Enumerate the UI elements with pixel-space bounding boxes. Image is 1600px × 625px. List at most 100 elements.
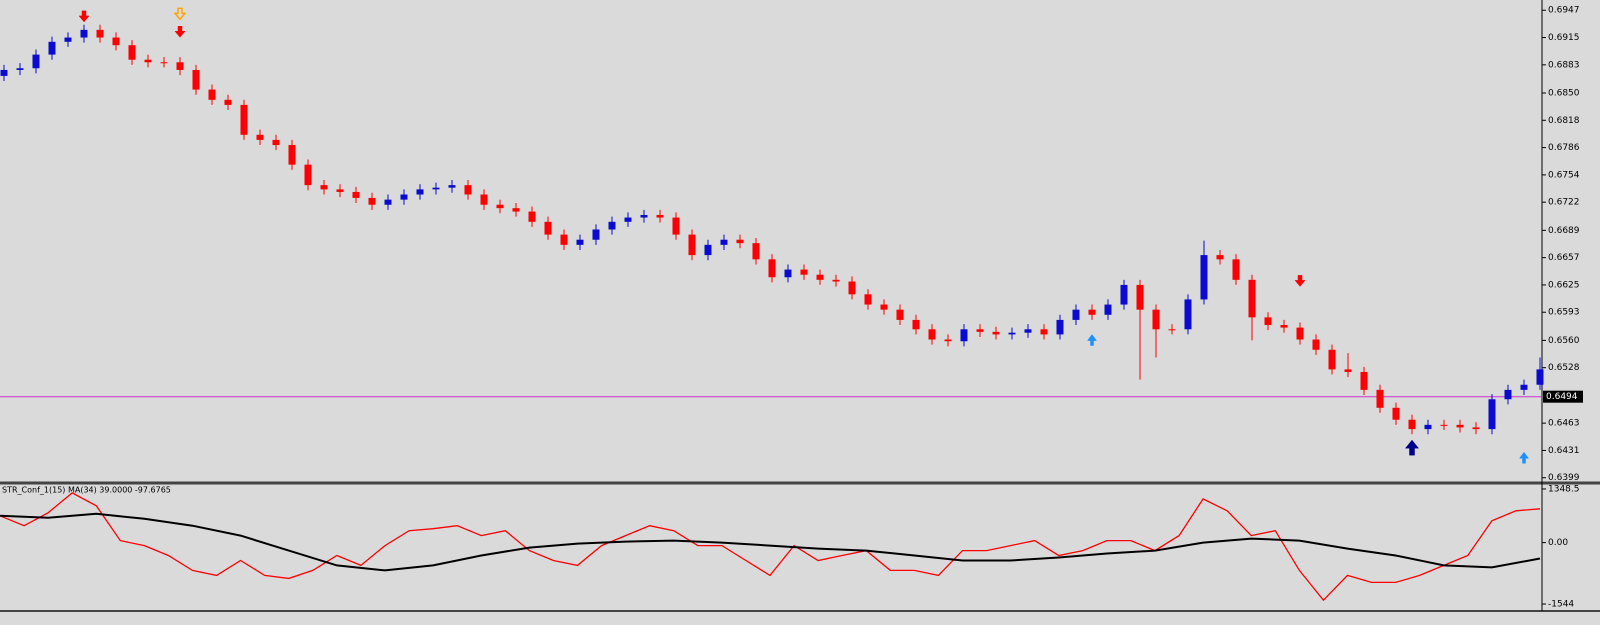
candle-body bbox=[160, 62, 168, 64]
candle-body bbox=[400, 194, 408, 200]
candle-body bbox=[1488, 399, 1496, 430]
candle-body bbox=[576, 239, 584, 245]
candle-body bbox=[896, 309, 904, 320]
candle-body bbox=[1216, 255, 1224, 260]
candle-body bbox=[688, 234, 696, 256]
candle-body bbox=[240, 104, 248, 135]
candle-body bbox=[720, 239, 728, 245]
y-tick-label: 0.00 bbox=[1548, 538, 1568, 548]
indicator-line bbox=[0, 492, 1541, 602]
candle-body bbox=[1088, 309, 1096, 315]
candle-body bbox=[128, 45, 136, 60]
candle-body bbox=[608, 221, 616, 230]
candle-body bbox=[384, 199, 392, 205]
candle-body bbox=[1440, 424, 1448, 426]
y-tick-label: 0.6657 bbox=[1548, 253, 1580, 263]
candle-body bbox=[1184, 299, 1192, 330]
candle-body bbox=[848, 281, 856, 295]
candle-body bbox=[1024, 329, 1032, 333]
candle-body bbox=[672, 217, 680, 235]
candle-body bbox=[768, 259, 776, 278]
candle-body bbox=[736, 239, 744, 244]
candle-body bbox=[816, 274, 824, 280]
candle-body bbox=[1392, 407, 1400, 420]
y-tick-label: 0.6786 bbox=[1548, 143, 1580, 153]
y-tick-label: 0.6883 bbox=[1548, 60, 1580, 70]
candle-body bbox=[80, 29, 88, 38]
candle-body bbox=[928, 329, 936, 340]
candle-body bbox=[480, 194, 488, 205]
candle-body bbox=[0, 69, 8, 76]
candle-body bbox=[144, 59, 152, 63]
candle-body bbox=[1520, 384, 1528, 390]
candle-body bbox=[960, 329, 968, 342]
candle-body bbox=[1312, 339, 1320, 350]
candle-body bbox=[224, 99, 232, 105]
candle-body bbox=[880, 304, 888, 310]
y-tick-label: -1544 bbox=[1548, 600, 1574, 610]
candle-body bbox=[64, 37, 72, 42]
candle-body bbox=[112, 37, 120, 46]
candle-body bbox=[1360, 371, 1368, 390]
candle-body bbox=[1008, 332, 1016, 335]
candle-body bbox=[864, 294, 872, 305]
candle-body bbox=[784, 269, 792, 278]
candle-body bbox=[1472, 427, 1480, 430]
candle-body bbox=[512, 208, 520, 212]
indicator-title: STR_Conf_1(15) MA(34) 39.0000 -97.6765 bbox=[2, 486, 171, 495]
current-price-label: 0.6494 bbox=[1546, 392, 1578, 402]
candle-body bbox=[432, 187, 440, 190]
candle-body bbox=[1344, 369, 1352, 372]
candle-body bbox=[16, 68, 24, 70]
y-tick-label: 0.6947 bbox=[1548, 6, 1580, 16]
candle-body bbox=[1408, 419, 1416, 430]
candle-body bbox=[1504, 389, 1512, 400]
candle-body bbox=[48, 41, 56, 55]
y-tick-label: 0.6431 bbox=[1548, 446, 1580, 456]
candle-body bbox=[992, 331, 1000, 335]
candle-body bbox=[1264, 317, 1272, 326]
candle-body bbox=[1376, 389, 1384, 408]
candle-body bbox=[976, 329, 984, 332]
candle-body bbox=[1424, 424, 1432, 430]
candle-body bbox=[320, 185, 328, 190]
y-tick-label: 0.6463 bbox=[1548, 419, 1580, 429]
candle-body bbox=[272, 139, 280, 146]
y-tick-label: 0.6818 bbox=[1548, 116, 1580, 126]
y-tick-label: 0.6593 bbox=[1548, 308, 1580, 318]
candle-body bbox=[208, 89, 216, 100]
candle-body bbox=[192, 69, 200, 90]
candle-body bbox=[528, 211, 536, 222]
candle-body bbox=[832, 279, 840, 282]
candle-body bbox=[912, 319, 920, 330]
candle-body bbox=[176, 62, 184, 70]
candle-body bbox=[32, 54, 40, 69]
signal-arrow bbox=[174, 26, 186, 38]
y-tick-label: 0.6850 bbox=[1548, 88, 1580, 98]
y-tick-label: 0.6754 bbox=[1548, 170, 1580, 180]
candle-body bbox=[656, 214, 664, 218]
candle-body bbox=[1168, 329, 1176, 331]
indicator-line bbox=[0, 512, 1541, 572]
candle-body bbox=[368, 197, 376, 205]
candle-body bbox=[352, 191, 360, 198]
candle-body bbox=[496, 204, 504, 209]
candle-body bbox=[752, 243, 760, 260]
signal-arrow bbox=[1294, 275, 1306, 287]
candle-body bbox=[1328, 349, 1336, 370]
candle-body bbox=[336, 189, 344, 192]
candle-body bbox=[288, 145, 296, 165]
candle-body bbox=[448, 185, 456, 188]
candle-body bbox=[544, 221, 552, 235]
candle-body bbox=[800, 269, 808, 275]
candle-body bbox=[560, 234, 568, 245]
y-tick-label: 0.6689 bbox=[1548, 226, 1580, 236]
y-tick-label: 0.6915 bbox=[1548, 33, 1580, 43]
candle-body bbox=[1104, 304, 1112, 315]
candle-body bbox=[1120, 284, 1128, 305]
candle-body bbox=[1072, 309, 1080, 320]
candle-body bbox=[1280, 325, 1288, 328]
